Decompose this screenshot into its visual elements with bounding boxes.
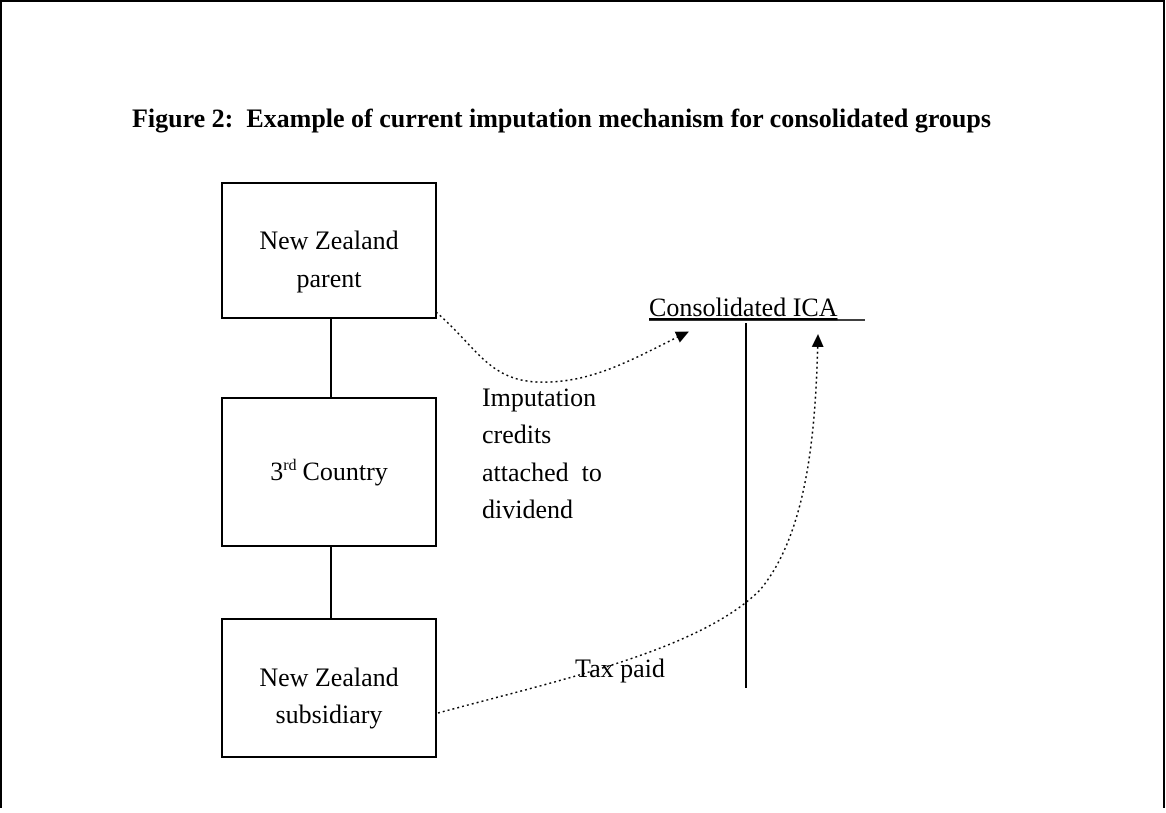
node-box (221, 182, 437, 319)
annotation: Imputation (482, 383, 596, 412)
node-label: New Zealand (259, 663, 398, 692)
node-label: New Zealand (259, 226, 398, 255)
node-label: 3rd Country (270, 457, 388, 486)
annotation: Tax paid (575, 654, 665, 683)
flow-arrow (435, 311, 689, 383)
node-label: parent (297, 264, 363, 293)
node-label: subsidiary (276, 700, 383, 729)
account-label: Consolidated ICA (649, 293, 838, 322)
title: Figure 2: Example of current imputation … (132, 104, 991, 133)
annotation: credits (482, 420, 551, 449)
node-box (221, 618, 437, 758)
flow-arrow (437, 334, 824, 714)
annotation: dividend (482, 495, 573, 524)
node-box (221, 397, 437, 547)
annotation: attached to (482, 458, 602, 487)
node-label-suffix: rd (283, 457, 296, 474)
node-label-text: Country (303, 457, 388, 486)
node-label-number: 3 (270, 457, 283, 486)
